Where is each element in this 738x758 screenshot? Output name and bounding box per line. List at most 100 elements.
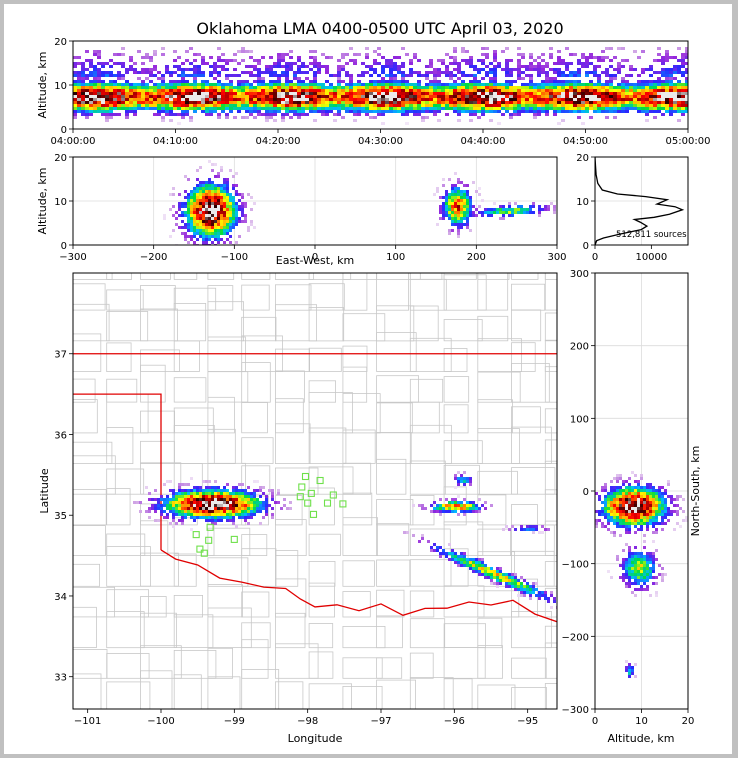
north-south-density-cell xyxy=(640,525,643,528)
east-west-density-cell xyxy=(199,184,202,187)
time-density-cell xyxy=(113,107,117,110)
time-density-cell xyxy=(289,83,293,86)
time-density-cell xyxy=(385,86,389,89)
map-density-cell xyxy=(214,522,217,525)
east-west-density-cell xyxy=(226,196,229,199)
north-south-density-cell xyxy=(649,498,652,501)
time-density-cell xyxy=(193,53,197,56)
time-density-cell xyxy=(517,104,521,107)
time-density-cell xyxy=(357,95,361,98)
north-south-density-cell xyxy=(646,519,649,522)
map-density-cell xyxy=(214,504,217,507)
time-density-cell xyxy=(509,83,513,86)
time-density-cell xyxy=(457,77,461,80)
time-density-cell xyxy=(325,101,329,104)
time-density-cell xyxy=(273,107,277,110)
time-density-cell xyxy=(621,98,625,101)
time-density-cell xyxy=(373,50,377,53)
east-west-density-cell xyxy=(226,187,229,190)
north-south-density-cell xyxy=(652,516,655,519)
time-density-cell xyxy=(605,56,609,59)
east-west-density-cell xyxy=(469,214,472,217)
east-west-density-cell xyxy=(451,223,454,226)
time-density-cell xyxy=(89,86,93,89)
east-west-density-cell xyxy=(220,205,223,208)
north-south-density-cell xyxy=(622,576,625,579)
map-density-cell xyxy=(547,597,550,600)
north-south-density-cell xyxy=(652,564,655,567)
time-density-cell xyxy=(473,83,477,86)
county-boundary xyxy=(173,340,200,372)
east-west-density-cell xyxy=(181,202,184,205)
east-west-density-cell xyxy=(226,223,229,226)
time-density-cell xyxy=(333,113,337,116)
time-density-cell xyxy=(141,107,145,110)
time-density-cell xyxy=(545,62,549,65)
time-density-cell xyxy=(93,98,97,101)
time-density-cell xyxy=(221,89,225,92)
time-density-cell xyxy=(405,104,409,107)
time-density-cell xyxy=(521,104,525,107)
time-density-cell xyxy=(229,59,233,62)
map-density-cell xyxy=(199,492,202,495)
time-density-cell xyxy=(473,110,477,113)
time-density-cell xyxy=(225,113,229,116)
time-density-cell xyxy=(309,86,313,89)
map-density-cell xyxy=(478,507,481,510)
time-density-cell xyxy=(629,92,633,95)
north-south-density-cell xyxy=(616,489,619,492)
map-density-cell xyxy=(514,585,517,588)
time-density-cell xyxy=(669,110,673,113)
time-density-cell xyxy=(185,92,189,95)
time-density-cell xyxy=(85,107,89,110)
north-south-density-cell xyxy=(661,495,664,498)
time-density-cell xyxy=(189,92,193,95)
map-density-cell xyxy=(463,483,466,486)
time-density-cell xyxy=(301,113,305,116)
east-west-density-cell xyxy=(196,220,199,223)
time-density-cell xyxy=(293,113,297,116)
time-density-cell xyxy=(585,59,589,62)
time-density-cell xyxy=(665,86,669,89)
north-south-density-cell xyxy=(643,501,646,504)
east-west-density-cell xyxy=(442,214,445,217)
map-density-cell xyxy=(181,519,184,522)
time-density-cell xyxy=(197,86,201,89)
time-density-cell xyxy=(605,110,609,113)
east-west-density-cell xyxy=(184,223,187,226)
time-density-cell xyxy=(281,74,285,77)
map-density-cell xyxy=(181,483,184,486)
north-south-density-cell xyxy=(631,471,634,474)
time-density-cell xyxy=(325,92,329,95)
time-density-cell xyxy=(381,71,385,74)
east-west-ylabel: Altitude, km xyxy=(36,167,49,234)
tick-label: 04:00:00 xyxy=(51,136,96,147)
map-density-cell xyxy=(223,498,226,501)
time-density-cell xyxy=(641,110,645,113)
north-south-density-cell xyxy=(643,579,646,582)
map-density-cell xyxy=(214,495,217,498)
time-density-cell xyxy=(217,86,221,89)
time-density-cell xyxy=(313,101,317,104)
time-density-cell xyxy=(533,95,537,98)
map-density-cell xyxy=(172,513,175,516)
time-density-cell xyxy=(209,92,213,95)
time-density-cell xyxy=(281,119,285,122)
time-density-cell xyxy=(637,110,641,113)
east-west-density-cell xyxy=(463,199,466,202)
map-density-cell xyxy=(214,507,217,510)
map-density-cell xyxy=(169,507,172,510)
north-south-density-cell xyxy=(628,510,631,513)
time-density-cell xyxy=(525,89,529,92)
time-density-cell xyxy=(477,92,481,95)
county-boundary xyxy=(274,681,304,709)
east-west-density-cell xyxy=(232,220,235,223)
north-south-density-cell xyxy=(607,495,610,498)
east-west-density-cell xyxy=(190,217,193,220)
time-density-cell xyxy=(129,98,133,101)
county-boundary xyxy=(308,623,334,649)
time-density-cell xyxy=(105,62,109,65)
map-density-cell xyxy=(247,498,250,501)
time-density-cell xyxy=(289,98,293,101)
time-density-cell xyxy=(213,65,217,68)
